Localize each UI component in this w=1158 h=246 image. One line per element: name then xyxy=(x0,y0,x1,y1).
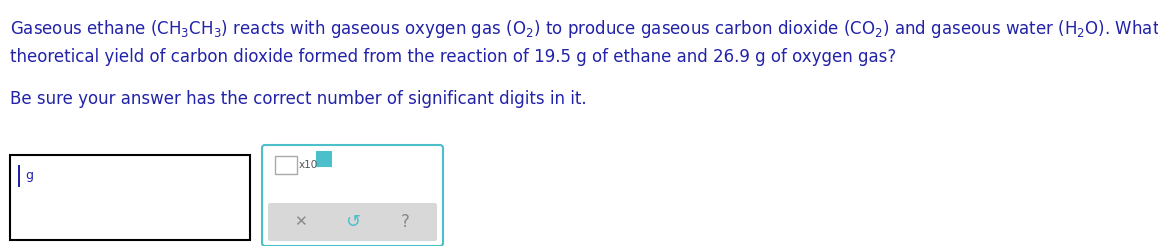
Bar xyxy=(10,155,250,240)
FancyBboxPatch shape xyxy=(267,203,437,241)
FancyBboxPatch shape xyxy=(262,145,444,246)
Text: Be sure your answer has the correct number of significant digits in it.: Be sure your answer has the correct numb… xyxy=(10,90,587,108)
Bar xyxy=(274,156,296,174)
Text: x10: x10 xyxy=(299,160,318,170)
Bar xyxy=(317,152,331,166)
Bar xyxy=(19,165,20,187)
Text: ?: ? xyxy=(401,213,410,231)
Text: Gaseous ethane $\left(\mathsf{CH_3CH_3}\right)$ reacts with gaseous oxygen gas $: Gaseous ethane $\left(\mathsf{CH_3CH_3}\… xyxy=(10,18,1158,40)
Text: g: g xyxy=(25,169,32,183)
Text: ✕: ✕ xyxy=(294,215,307,230)
Text: ↺: ↺ xyxy=(345,213,360,231)
Text: theoretical yield of carbon dioxide formed from the reaction of 19.5 g of ethane: theoretical yield of carbon dioxide form… xyxy=(10,48,896,66)
